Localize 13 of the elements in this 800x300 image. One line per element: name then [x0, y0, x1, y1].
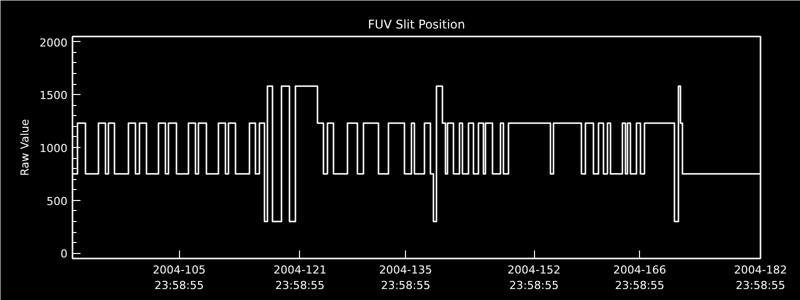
x-tick-label: 2004-152 23:58:55 — [508, 264, 560, 292]
y-tick-label: 500 — [46, 194, 68, 208]
x-tick-label: 2004-182 23:58:55 — [734, 264, 787, 292]
chart-title: FUV Slit Position — [368, 18, 466, 32]
y-tick-label: 1000 — [40, 142, 68, 155]
x-tick-label: 2004-105 23:58:55 — [152, 264, 206, 292]
y-tick-label: 1500 — [40, 89, 68, 102]
x-tick-label: 2004-166 23:58:55 — [613, 264, 666, 292]
x-tick-label: 2004-121 23:58:55 — [273, 264, 326, 292]
y-tick-label: 2000 — [40, 36, 68, 50]
y-axis-title: Raw Value — [18, 118, 32, 176]
x-tick-label: 2004-135 23:58:55 — [379, 264, 432, 292]
y-tick-label: 0 — [60, 248, 68, 261]
